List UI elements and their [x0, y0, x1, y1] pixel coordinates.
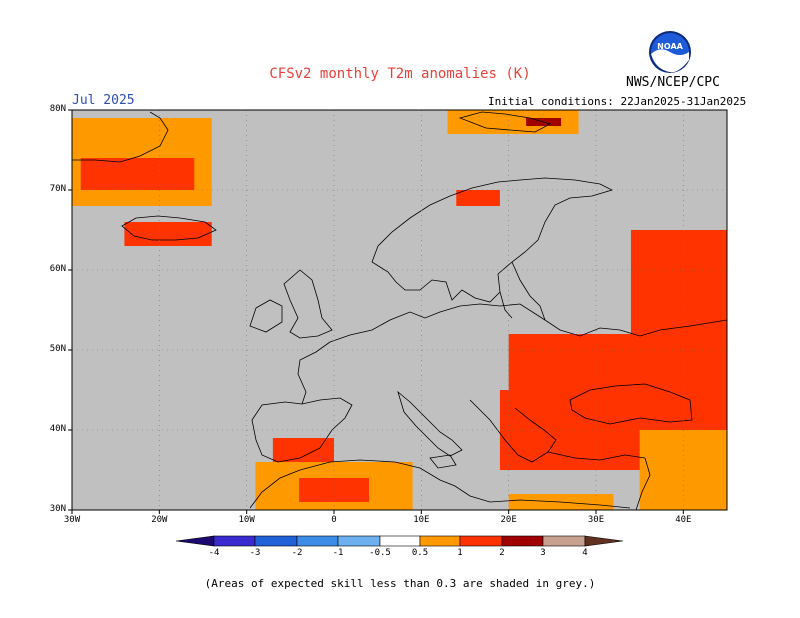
- anomaly-regions: [72, 110, 727, 510]
- colorbar-label: -4: [208, 548, 220, 558]
- coast-ireland: [249, 299, 283, 333]
- colorbar-label: 1: [457, 548, 463, 558]
- initial-conditions: Initial conditions: 22Jan2025-31Jan2025: [488, 95, 747, 108]
- lon-label: 10W: [238, 515, 255, 525]
- colorbar-label: 4: [582, 548, 588, 558]
- lon-label: 20W: [151, 515, 168, 525]
- noaa-logo-text: NOAA: [657, 42, 683, 51]
- coast-france: [297, 341, 331, 405]
- anomaly-region-greenland-east-strong: [80, 158, 195, 190]
- colorbar-segment: [337, 535, 381, 547]
- lat-label: 80N: [49, 104, 66, 114]
- colorbar-label: -3: [249, 548, 261, 558]
- colorbar-segment: [296, 535, 339, 547]
- colorbar-segment: [542, 535, 586, 547]
- lon-label: 20E: [500, 515, 517, 525]
- coast-scandinavia: [371, 177, 614, 303]
- lon-label: 40E: [675, 515, 692, 525]
- colorbar-label: -0.5: [369, 548, 391, 558]
- colorbar-label: 2: [499, 548, 505, 558]
- coast-continent: [329, 303, 727, 343]
- coast-svalbard: [458, 111, 552, 133]
- coast-britain: [283, 269, 333, 339]
- anomaly-region-iceland: [124, 222, 212, 246]
- lat-label: 70N: [49, 184, 66, 194]
- colorbar-label: 0.5: [411, 548, 429, 558]
- colorbar-label: 3: [540, 548, 546, 558]
- colorbar-segment: [379, 535, 421, 547]
- map-gridlines: [72, 110, 727, 510]
- colorbar-segment: [213, 535, 256, 547]
- coast-levant: [635, 457, 651, 510]
- colorbar-segment: [419, 535, 461, 547]
- coast-greenland: [72, 111, 169, 163]
- colorbar-label: -1: [332, 548, 344, 558]
- coast-iceland: [121, 215, 217, 241]
- noaa-logo-icon: NOAA: [649, 31, 691, 73]
- colorbar-label: -2: [291, 548, 303, 558]
- anomaly-region-northern-norway: [456, 190, 500, 206]
- forecast-month: Jul 2025: [72, 93, 135, 108]
- coast-black-sea: [569, 383, 693, 425]
- footnote: (Areas of expected skill less than 0.3 a…: [204, 577, 596, 590]
- colorbar-segment: [501, 535, 544, 547]
- chart-title: CFSv2 monthly T2m anomalies (K): [269, 66, 531, 82]
- coast-sicily: [429, 454, 457, 469]
- lon-label: 0: [331, 515, 337, 525]
- colorbar-segment: [175, 535, 215, 547]
- lat-label: 40N: [49, 424, 66, 434]
- map-frame: [71, 109, 728, 511]
- anomaly-region-iberia-south: [272, 438, 334, 462]
- lat-label: 30N: [49, 504, 66, 514]
- anomaly-region-ukraine-black-sea: [508, 334, 666, 398]
- agency-label: NWS/NCEP/CPC: [626, 75, 720, 90]
- lat-label: 60N: [49, 264, 66, 274]
- colorbar: [175, 535, 624, 547]
- lat-label: 50N: [49, 344, 66, 354]
- colorbar-segment: [584, 535, 624, 547]
- colorbar-segment: [254, 535, 298, 547]
- lon-label: 30W: [63, 515, 81, 525]
- coastlines: [72, 111, 727, 510]
- coast-north-africa: [249, 459, 631, 509]
- coast-italy: [397, 390, 463, 457]
- lon-label: 10E: [413, 515, 430, 525]
- lon-label: 30E: [587, 515, 605, 525]
- colorbar-segment: [459, 535, 503, 547]
- coast-turkey: [547, 451, 646, 461]
- coast-baltic: [499, 261, 546, 321]
- axis-ticks: [68, 109, 684, 514]
- coast-iberia: [251, 397, 353, 463]
